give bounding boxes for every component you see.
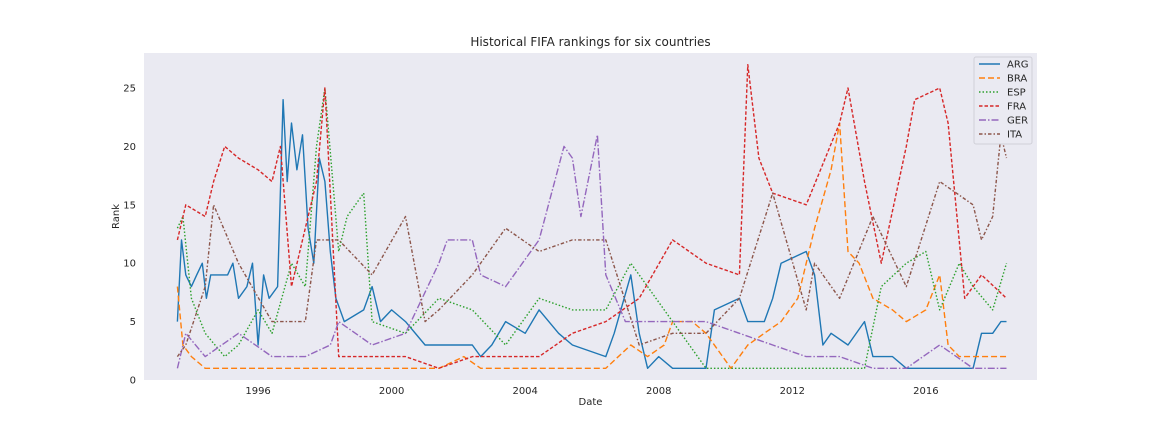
chart-title: Historical FIFA rankings for six countri… [470, 35, 710, 49]
y-axis-label: Rank [111, 204, 122, 229]
x-tick-label: 2016 [913, 386, 938, 397]
legend-label-esp: ESP [1007, 88, 1026, 99]
x-tick-label: 2000 [379, 386, 404, 397]
y-axis: 0 5 10 15 20 25 [123, 84, 136, 387]
x-tick-label: 1996 [245, 386, 270, 397]
plot-area [144, 53, 1037, 380]
x-tick-label: 2012 [780, 386, 805, 397]
x-tick-label: 2004 [512, 386, 537, 397]
x-axis: 1996 2000 2004 2008 2012 2016 [245, 386, 938, 397]
legend-label-fra: FRA [1007, 102, 1026, 113]
legend: ARG BRA ESP FRA GER ITA [974, 57, 1032, 144]
legend-label-arg: ARG [1007, 60, 1029, 71]
y-tick-label: 5 [130, 317, 136, 328]
x-axis-label: Date [579, 397, 603, 408]
y-tick-label: 0 [130, 376, 136, 387]
x-tick-label: 2008 [646, 386, 671, 397]
y-tick-label: 10 [123, 259, 136, 270]
legend-label-bra: BRA [1007, 74, 1027, 85]
legend-label-ita: ITA [1007, 130, 1022, 141]
y-tick-label: 25 [123, 84, 136, 95]
y-tick-label: 20 [123, 142, 136, 153]
y-tick-label: 15 [123, 200, 136, 211]
legend-label-ger: GER [1007, 116, 1028, 127]
